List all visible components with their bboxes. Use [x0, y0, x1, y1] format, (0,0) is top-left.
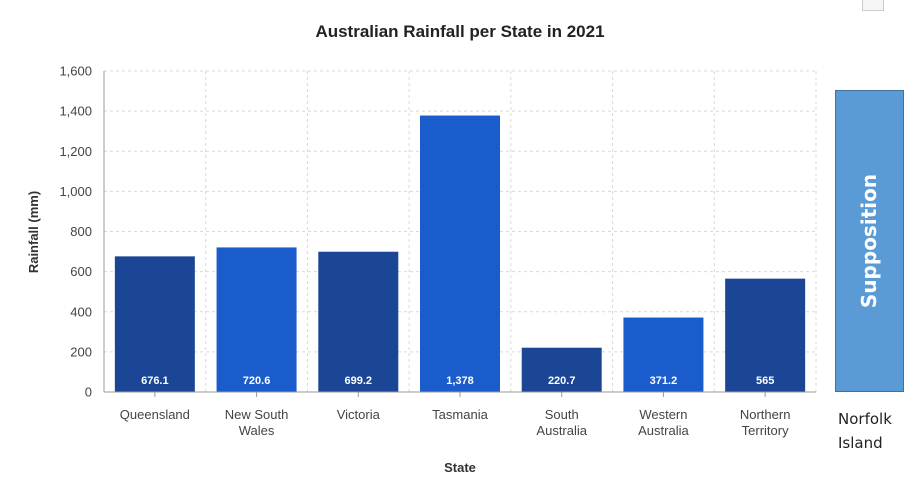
data-label: 699.2	[345, 375, 373, 387]
x-tick-label: Queensland	[120, 407, 190, 422]
y-axis: 0 200 400 600 800 1,000 1,200 1,400 1,600	[59, 64, 105, 400]
caption-line-1: Norfolk	[838, 410, 892, 428]
y-tick-label: 200	[70, 344, 92, 359]
bars: 676.1 720.6 699.2 1,378 220.7 371.2 565	[114, 115, 806, 392]
bar	[521, 347, 602, 392]
corner-tab	[862, 0, 884, 11]
data-label: 720.6	[243, 375, 271, 387]
data-label: 220.7	[548, 375, 576, 387]
x-tick-label: Australia	[536, 423, 587, 438]
x-tick-label: New South	[225, 407, 289, 422]
x-tick-label: Wales	[239, 423, 275, 438]
y-tick-label: 1,200	[59, 144, 92, 159]
x-tick-label: Western	[639, 407, 687, 422]
x-tick-label: Tasmania	[432, 407, 488, 422]
x-axis-label: State	[444, 460, 476, 475]
bar	[420, 115, 500, 392]
x-tick-label: South	[545, 407, 579, 422]
y-axis-label: Rainfall (mm)	[26, 191, 41, 273]
chart-title: Australian Rainfall per State in 2021	[315, 22, 604, 41]
bar	[114, 256, 195, 392]
data-label: 565	[756, 375, 774, 387]
x-tick-label: Australia	[638, 423, 689, 438]
x-tick-label: Northern	[740, 407, 791, 422]
y-tick-label: 800	[70, 224, 92, 239]
norfolk-island-caption: Norfolk Island	[838, 407, 918, 455]
bar	[216, 247, 297, 392]
y-tick-label: 400	[70, 304, 92, 319]
y-tick-label: 1,000	[59, 184, 92, 199]
data-label: 1,378	[446, 375, 474, 387]
bar	[725, 278, 806, 392]
y-tick-label: 600	[70, 264, 92, 279]
y-tick-label: 1,600	[59, 64, 92, 79]
caption-line-2: Island	[838, 434, 883, 452]
data-label: 676.1	[141, 375, 169, 387]
x-tick-label: Victoria	[337, 407, 381, 422]
y-tick-label: 1,400	[59, 104, 92, 119]
y-tick-label: 0	[85, 385, 92, 400]
bar	[318, 251, 399, 392]
data-label: 371.2	[650, 375, 678, 387]
bar	[623, 317, 704, 392]
x-tick-label: Territory	[742, 423, 789, 438]
supposition-label: Supposition	[857, 173, 882, 309]
supposition-box: Supposition	[835, 90, 904, 392]
